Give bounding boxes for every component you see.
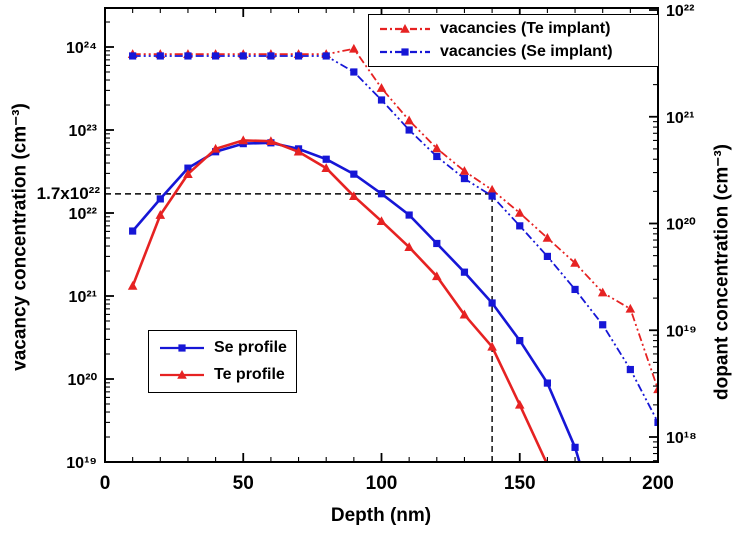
legend-profiles: Se profile Te profile [148,330,297,393]
svg-text:10²³: 10²³ [69,123,97,140]
svg-text:10¹⁹: 10¹⁹ [66,455,97,472]
svg-text:50: 50 [233,473,254,494]
x-axis-title: Depth (nm) [330,505,432,526]
legend-vacancies: vacancies (Te implant) vacancies (Se imp… [368,14,659,67]
legend-item-vacancies-te: vacancies (Te implant) [377,19,650,39]
legend-item-te-profile: Te profile [157,365,288,385]
svg-text:10²⁴: 10²⁴ [66,40,97,57]
series-key-te-profile-icon [160,369,204,379]
svg-text:10²¹: 10²¹ [666,110,694,127]
svg-text:0: 0 [100,473,111,494]
right-axis-title: dopant concentration (cm⁻³) [711,144,733,400]
legend-label-vacancies-se: vacancies (Se implant) [440,43,613,61]
svg-text:10²¹: 10²¹ [69,289,97,306]
svg-text:10¹⁹: 10¹⁹ [666,323,697,340]
series-key-se-profile-icon [160,344,204,352]
svg-text:10²⁰: 10²⁰ [67,372,97,389]
left-axis-title: vacancy concentration (cm⁻³) [9,103,31,371]
legend-label-se-profile: Se profile [214,339,287,357]
legend-label-te-profile: Te profile [214,365,285,383]
legend-label-vacancies-te: vacancies (Te implant) [440,19,611,37]
svg-text:10²⁰: 10²⁰ [666,217,696,234]
svg-text:10¹⁸: 10¹⁸ [666,430,697,447]
legend-item-se-profile: Se profile [157,338,288,358]
svg-text:100: 100 [366,473,398,494]
svg-text:200: 200 [642,473,674,494]
threshold-annotation-label: 1.7x10²² [36,184,100,203]
svg-text:10²²: 10²² [69,206,97,223]
series-key-vacancies-se-icon [380,48,430,56]
svg-text:150: 150 [504,473,536,494]
legend-item-vacancies-se: vacancies (Se implant) [377,42,650,62]
series-key-vacancies-te-icon [380,23,430,33]
svg-text:10²²: 10²² [666,3,694,20]
